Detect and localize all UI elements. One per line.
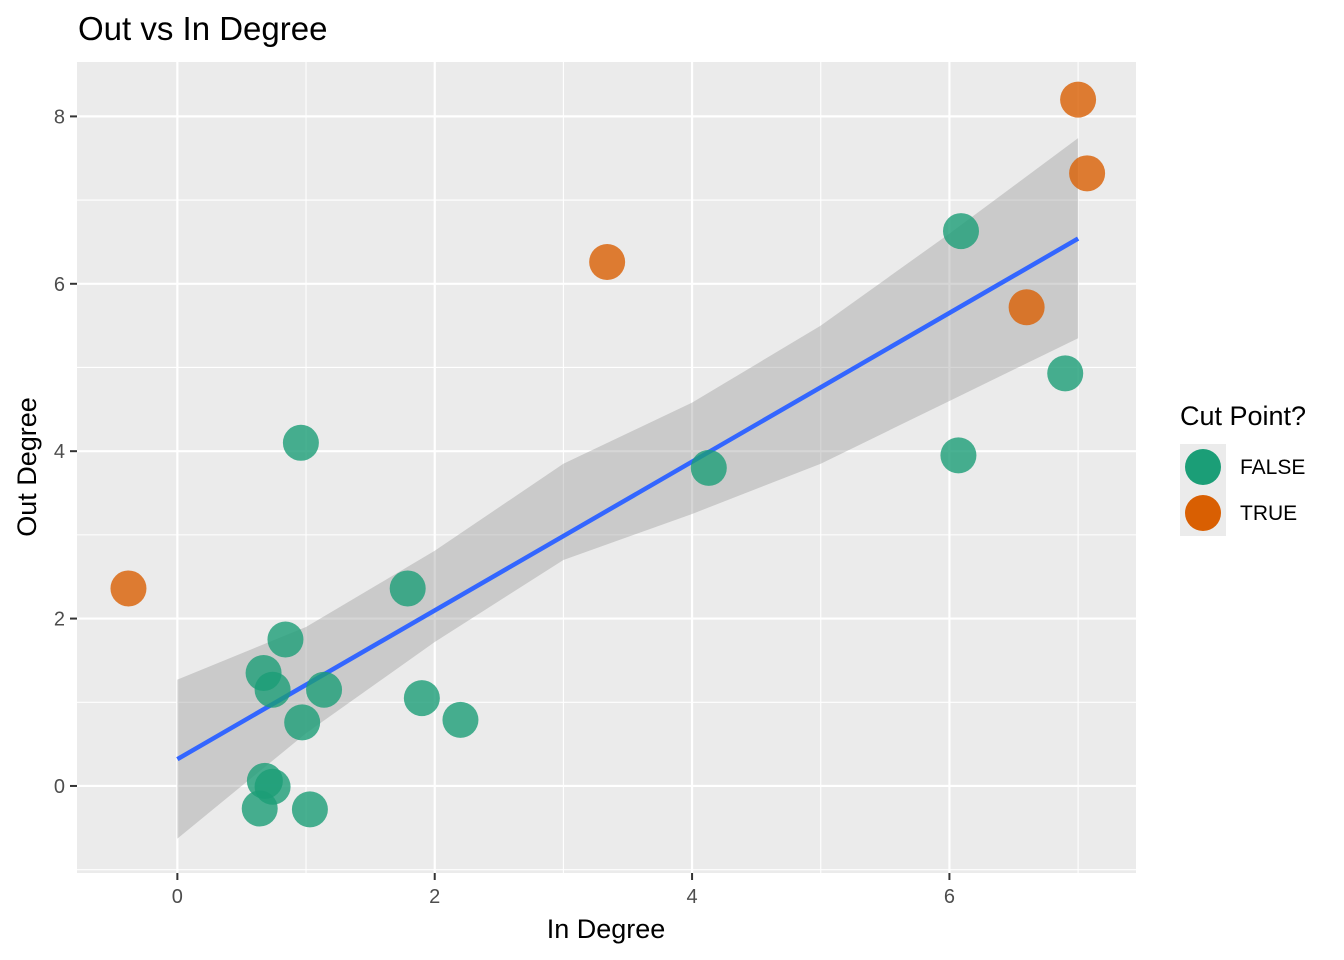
point-false — [1047, 355, 1084, 392]
point-false — [943, 213, 980, 250]
legend: Cut Point? FALSE TRUE — [1180, 401, 1306, 536]
points-layer — [110, 81, 1106, 828]
point-true — [110, 570, 147, 607]
point-false — [690, 449, 727, 486]
y-axis: 0 2 4 6 8 — [54, 106, 77, 798]
legend-key-true — [1185, 495, 1221, 531]
point-false — [442, 701, 479, 738]
legend-key-false — [1185, 449, 1221, 485]
point-true — [1060, 81, 1097, 118]
major-gridlines — [77, 62, 1136, 873]
x-tick-label: 4 — [687, 886, 698, 908]
legend-label: FALSE — [1240, 456, 1305, 479]
point-false — [254, 671, 291, 708]
point-false — [241, 790, 278, 827]
y-tick-label: 8 — [54, 106, 65, 128]
minor-gridlines — [77, 62, 1136, 873]
point-false — [291, 791, 328, 828]
legend-label: TRUE — [1240, 502, 1297, 525]
point-false — [282, 424, 319, 461]
y-tick-label: 4 — [54, 441, 65, 463]
point-true — [1069, 155, 1106, 192]
y-tick-label: 2 — [54, 609, 65, 631]
chart-title: Out vs In Degree — [78, 10, 327, 47]
point-false — [267, 621, 304, 658]
x-axis: 0 2 4 6 — [172, 873, 955, 908]
x-tick-label: 6 — [944, 886, 955, 908]
x-tick-label: 2 — [429, 886, 440, 908]
legend-keys: FALSE TRUE — [1180, 444, 1305, 536]
y-tick-label: 6 — [54, 274, 65, 296]
point-false — [284, 704, 321, 741]
point-false — [306, 671, 343, 708]
point-false — [940, 437, 977, 474]
y-tick-label: 0 — [54, 776, 65, 798]
confidence-band-layer — [177, 138, 1079, 839]
point-true — [589, 244, 626, 281]
point-true — [1008, 289, 1045, 326]
y-axis-title: Out Degree — [12, 397, 42, 537]
x-axis-title: In Degree — [547, 914, 666, 944]
confidence-band — [177, 138, 1079, 839]
legend-title: Cut Point? — [1180, 401, 1306, 431]
point-false — [389, 570, 426, 607]
x-tick-label: 0 — [172, 886, 183, 908]
point-false — [403, 680, 440, 717]
